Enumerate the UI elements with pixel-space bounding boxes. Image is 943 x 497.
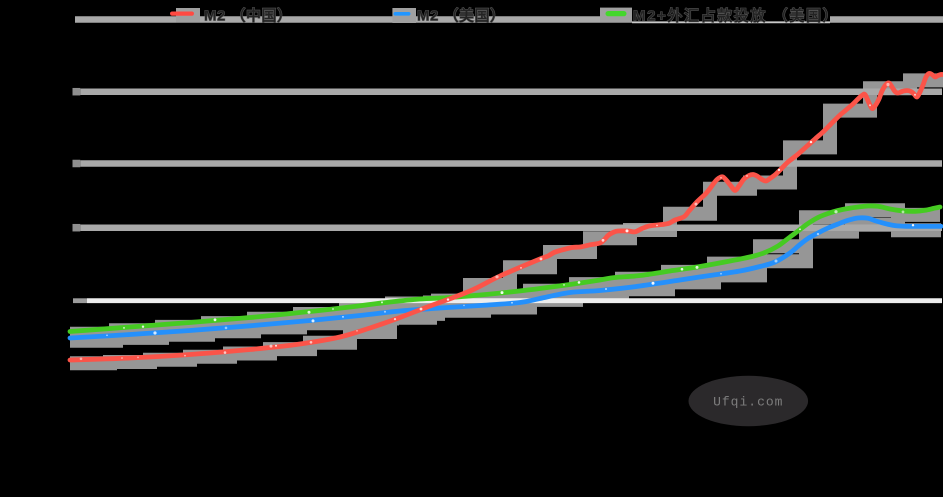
svg-text:M2 （美国）: M2 （美国） <box>417 7 506 25</box>
svg-text:M2 （中国）: M2 （中国） <box>204 7 293 25</box>
svg-text:Ufqi.com: Ufqi.com <box>713 395 783 410</box>
svg-text:M2+外汇占款投放 （美国）: M2+外汇占款投放 （美国） <box>633 7 839 25</box>
